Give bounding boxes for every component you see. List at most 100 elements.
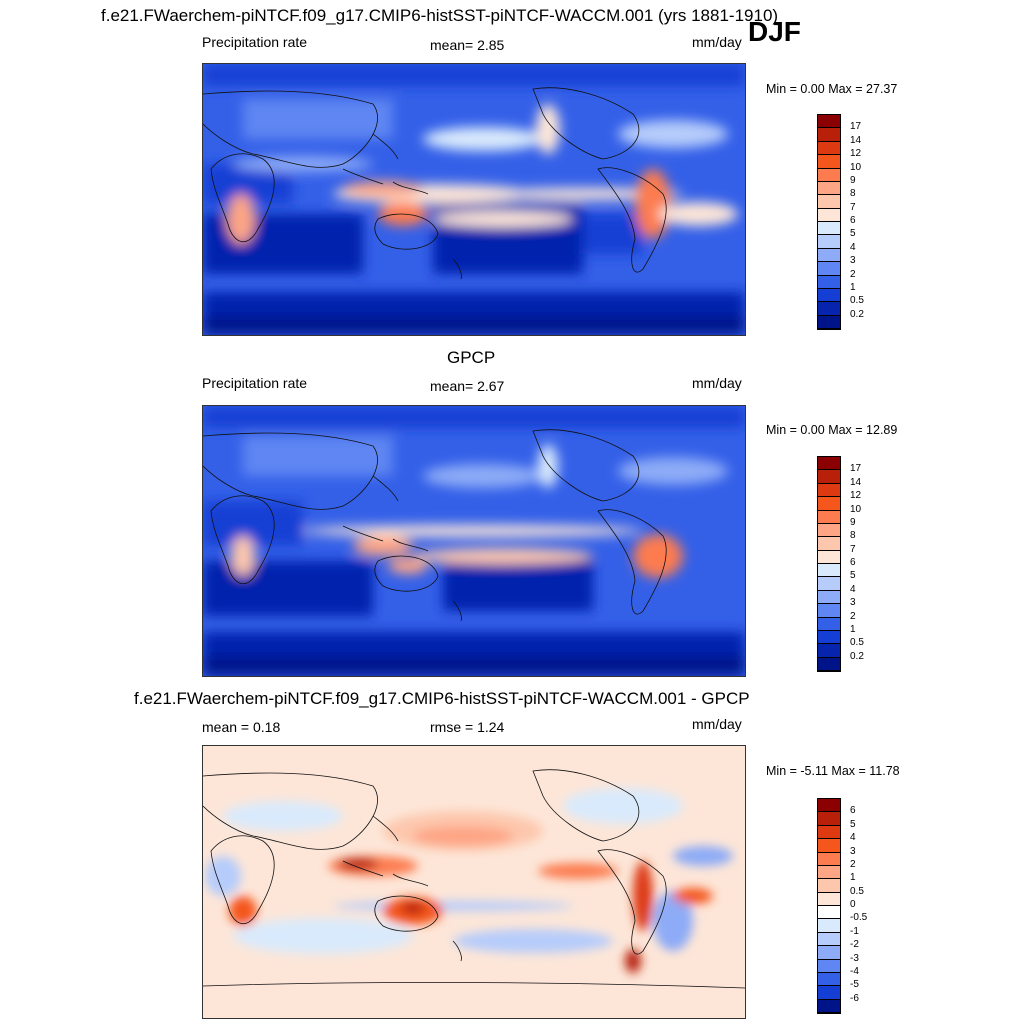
- panel-1-minmax: Min = 0.00 Max = 27.37: [766, 82, 898, 96]
- colorbar-swatch: [818, 262, 840, 276]
- panel-3-units-label: mm/day: [692, 716, 742, 732]
- colorbar-swatch: [818, 959, 840, 973]
- colorbar-swatch: [818, 825, 840, 840]
- colorbar-tick-label: 0.5: [850, 885, 864, 897]
- panel-3-rmse-label: rmse = 1.24: [430, 719, 505, 735]
- colorbar-tick-label: 8: [850, 530, 856, 542]
- colorbar-swatch: [818, 839, 840, 853]
- colorbar-tick-label: 1: [850, 623, 856, 635]
- colorbar-tick-label: 3: [850, 255, 856, 267]
- colorbar-swatch: [818, 892, 840, 906]
- colorbar-tick-label: -0.5: [850, 912, 868, 924]
- colorbar-tick-label: 2: [850, 610, 856, 622]
- panel-3-minmax: Min = -5.11 Max = 11.78: [766, 764, 900, 778]
- colorbar-swatch: [818, 315, 840, 329]
- colorbar-swatch: [818, 919, 840, 933]
- colorbar-swatch: [818, 115, 840, 129]
- panel-1-map: [202, 63, 746, 336]
- colorbar-swatch: [818, 195, 840, 209]
- colorbar-swatch: [818, 222, 840, 236]
- colorbar-swatch: [818, 852, 840, 866]
- colorbar-swatch: [818, 657, 840, 671]
- colorbar-swatch: [818, 523, 840, 538]
- colorbar-tick-label: 6: [850, 805, 856, 817]
- colorbar-swatch: [818, 972, 840, 987]
- colorbar-swatch: [818, 617, 840, 631]
- colorbar-tick-label: 0.2: [850, 650, 864, 662]
- colorbar-tick-label: -2: [850, 939, 859, 951]
- colorbar-tick-label: -1: [850, 925, 859, 937]
- colorbar-swatch: [818, 288, 840, 303]
- colorbar-tick-label: 1: [850, 872, 856, 884]
- colorbar-tick-label: 0.2: [850, 308, 864, 320]
- colorbar-tick-label: 14: [850, 476, 862, 488]
- panel-3-mean-label: mean = 0.18: [202, 719, 281, 735]
- panel-1-left-label: Precipitation rate: [202, 34, 308, 50]
- colorbar-tick-label: 2: [850, 858, 856, 870]
- colorbar-swatch: [818, 550, 840, 564]
- colorbar-tick-label: 3: [850, 597, 856, 609]
- colorbar-swatch: [818, 155, 840, 169]
- colorbar-tick-label: 17: [850, 463, 862, 475]
- colorbar-swatch: [818, 235, 840, 249]
- season-label: DJF: [748, 16, 801, 47]
- colorbar-tick-label: -5: [850, 979, 859, 991]
- colorbar-tick-label: 0.5: [850, 295, 864, 307]
- colorbar-tick-label: 5: [850, 228, 856, 240]
- colorbar-tick-label: 7: [850, 543, 856, 555]
- panel-2-mean-label: mean= 2.67: [430, 378, 505, 394]
- colorbar-swatch: [818, 168, 840, 182]
- colorbar-tick-label: 12: [850, 490, 862, 502]
- colorbar-tick-label: 14: [850, 134, 862, 146]
- colorbar-swatch: [818, 564, 840, 578]
- colorbar-swatch: [818, 932, 840, 947]
- colorbar-swatch: [818, 999, 840, 1013]
- colorbar-tick-label: 2: [850, 268, 856, 280]
- colorbar-tick-label: 5: [850, 570, 856, 582]
- panel-2-minmax: Min = 0.00 Max = 12.89: [766, 423, 898, 437]
- colorbar-tick-label: -4: [850, 965, 859, 977]
- colorbar-tick-label: 5: [850, 818, 856, 830]
- colorbar-swatch: [818, 906, 840, 920]
- colorbar-swatch: [818, 537, 840, 551]
- colorbar-tick-label: 0: [850, 899, 856, 910]
- colorbar-tick-label: 1: [850, 281, 856, 293]
- colorbar-tick-label: 4: [850, 583, 856, 595]
- colorbar-swatch: [818, 799, 840, 813]
- colorbar-swatch: [818, 181, 840, 196]
- panel-1-colorbar: [817, 114, 841, 330]
- colorbar-swatch: [818, 141, 840, 156]
- figure-title: f.e21.FWaerchem-piNTCF.f09_g17.CMIP6-his…: [101, 6, 779, 25]
- colorbar-swatch: [818, 946, 840, 960]
- colorbar-swatch: [818, 986, 840, 1000]
- colorbar-swatch: [818, 510, 840, 524]
- colorbar-tick-label: -3: [850, 952, 859, 964]
- colorbar-swatch: [818, 483, 840, 498]
- colorbar-tick-label: 0.5: [850, 637, 864, 649]
- colorbar-swatch: [818, 879, 840, 893]
- panel-1-mean-label: mean= 2.85: [430, 37, 505, 53]
- colorbar-tick-label: 9: [850, 516, 856, 528]
- colorbar-tick-label: 10: [850, 503, 862, 515]
- colorbar-swatch: [818, 208, 840, 222]
- colorbar-swatch: [818, 865, 840, 880]
- colorbar-swatch: [818, 275, 840, 289]
- colorbar-swatch: [818, 497, 840, 511]
- colorbar-tick-label: 6: [850, 215, 856, 226]
- colorbar-tick-label: -6: [850, 992, 859, 1004]
- panel-2-colorbar: [817, 456, 841, 672]
- colorbar-swatch: [818, 604, 840, 618]
- colorbar-swatch: [818, 457, 840, 471]
- panel-2-subtitle: GPCP: [447, 348, 496, 367]
- colorbar-swatch: [818, 590, 840, 605]
- colorbar-tick-label: 4: [850, 832, 856, 844]
- colorbar-swatch: [818, 128, 840, 142]
- panel-3-map: [202, 745, 746, 1019]
- panel-2-precip-map: [203, 406, 745, 676]
- panel-1-units-label: mm/day: [692, 34, 742, 50]
- colorbar-tick-label: 4: [850, 241, 856, 253]
- panel-2-units-label: mm/day: [692, 375, 742, 391]
- panel-1-precip-map: [203, 64, 745, 335]
- panel-3-subtitle: f.e21.FWaerchem-piNTCF.f09_g17.CMIP6-his…: [134, 689, 750, 708]
- colorbar-tick-label: 7: [850, 201, 856, 213]
